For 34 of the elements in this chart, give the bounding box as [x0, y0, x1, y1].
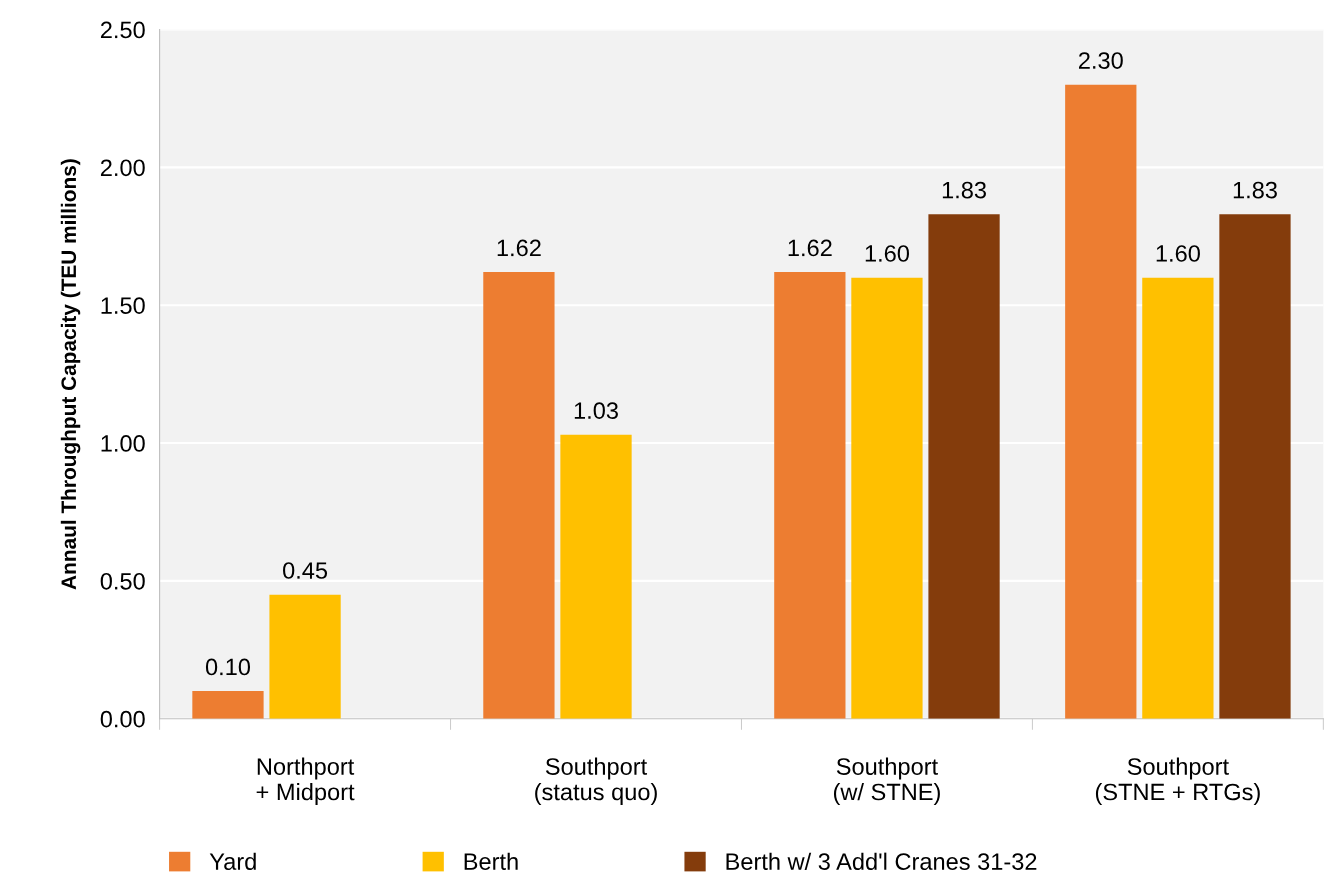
data-label: 1.83 [1233, 181, 1277, 199]
legend-label: Berth [464, 852, 518, 870]
y-tick-label: 1.50 [101, 297, 145, 314]
data-label: 2.30 [1079, 52, 1123, 69]
y-axis-title: Annaul Throughput Capacity (TEU millions) [60, 159, 81, 590]
x-tick-label: Northport + Midport [256, 757, 355, 806]
bar [1142, 277, 1214, 719]
bar [1065, 84, 1137, 719]
x-tick-label: Southport (w/ STNE) [833, 757, 940, 805]
y-tick-label: 0.00 [100, 710, 145, 728]
y-tick-label: 2.00 [100, 159, 145, 177]
bar [269, 594, 341, 719]
bar [192, 691, 264, 719]
y-tick-label: 2.50 [100, 21, 145, 39]
x-tick-label: Southport (STNE + RTGs) [1095, 757, 1260, 805]
data-label: 1.03 [574, 402, 618, 419]
legend-label: Yard [209, 852, 256, 870]
legend-label: Berth w/ 3 Add'l Cranes 31-32 [726, 852, 1037, 870]
data-label: 0.45 [283, 562, 328, 579]
bar [851, 277, 923, 719]
bar [928, 214, 1000, 719]
bar [1219, 214, 1291, 719]
y-tick-label: 0.50 [100, 572, 145, 590]
bar [483, 272, 555, 719]
x-tick-label: Southport (status quo) [535, 757, 657, 806]
data-label: 1.83 [942, 181, 986, 199]
data-label: 1.62 [788, 239, 832, 257]
data-label: 0.10 [205, 658, 251, 676]
data-label: 1.62 [497, 239, 541, 257]
data-label: 1.60 [1156, 245, 1200, 262]
bar [774, 272, 846, 719]
y-tick-label: 1.00 [101, 435, 145, 452]
data-label: 1.60 [865, 245, 909, 262]
bar [560, 434, 632, 719]
